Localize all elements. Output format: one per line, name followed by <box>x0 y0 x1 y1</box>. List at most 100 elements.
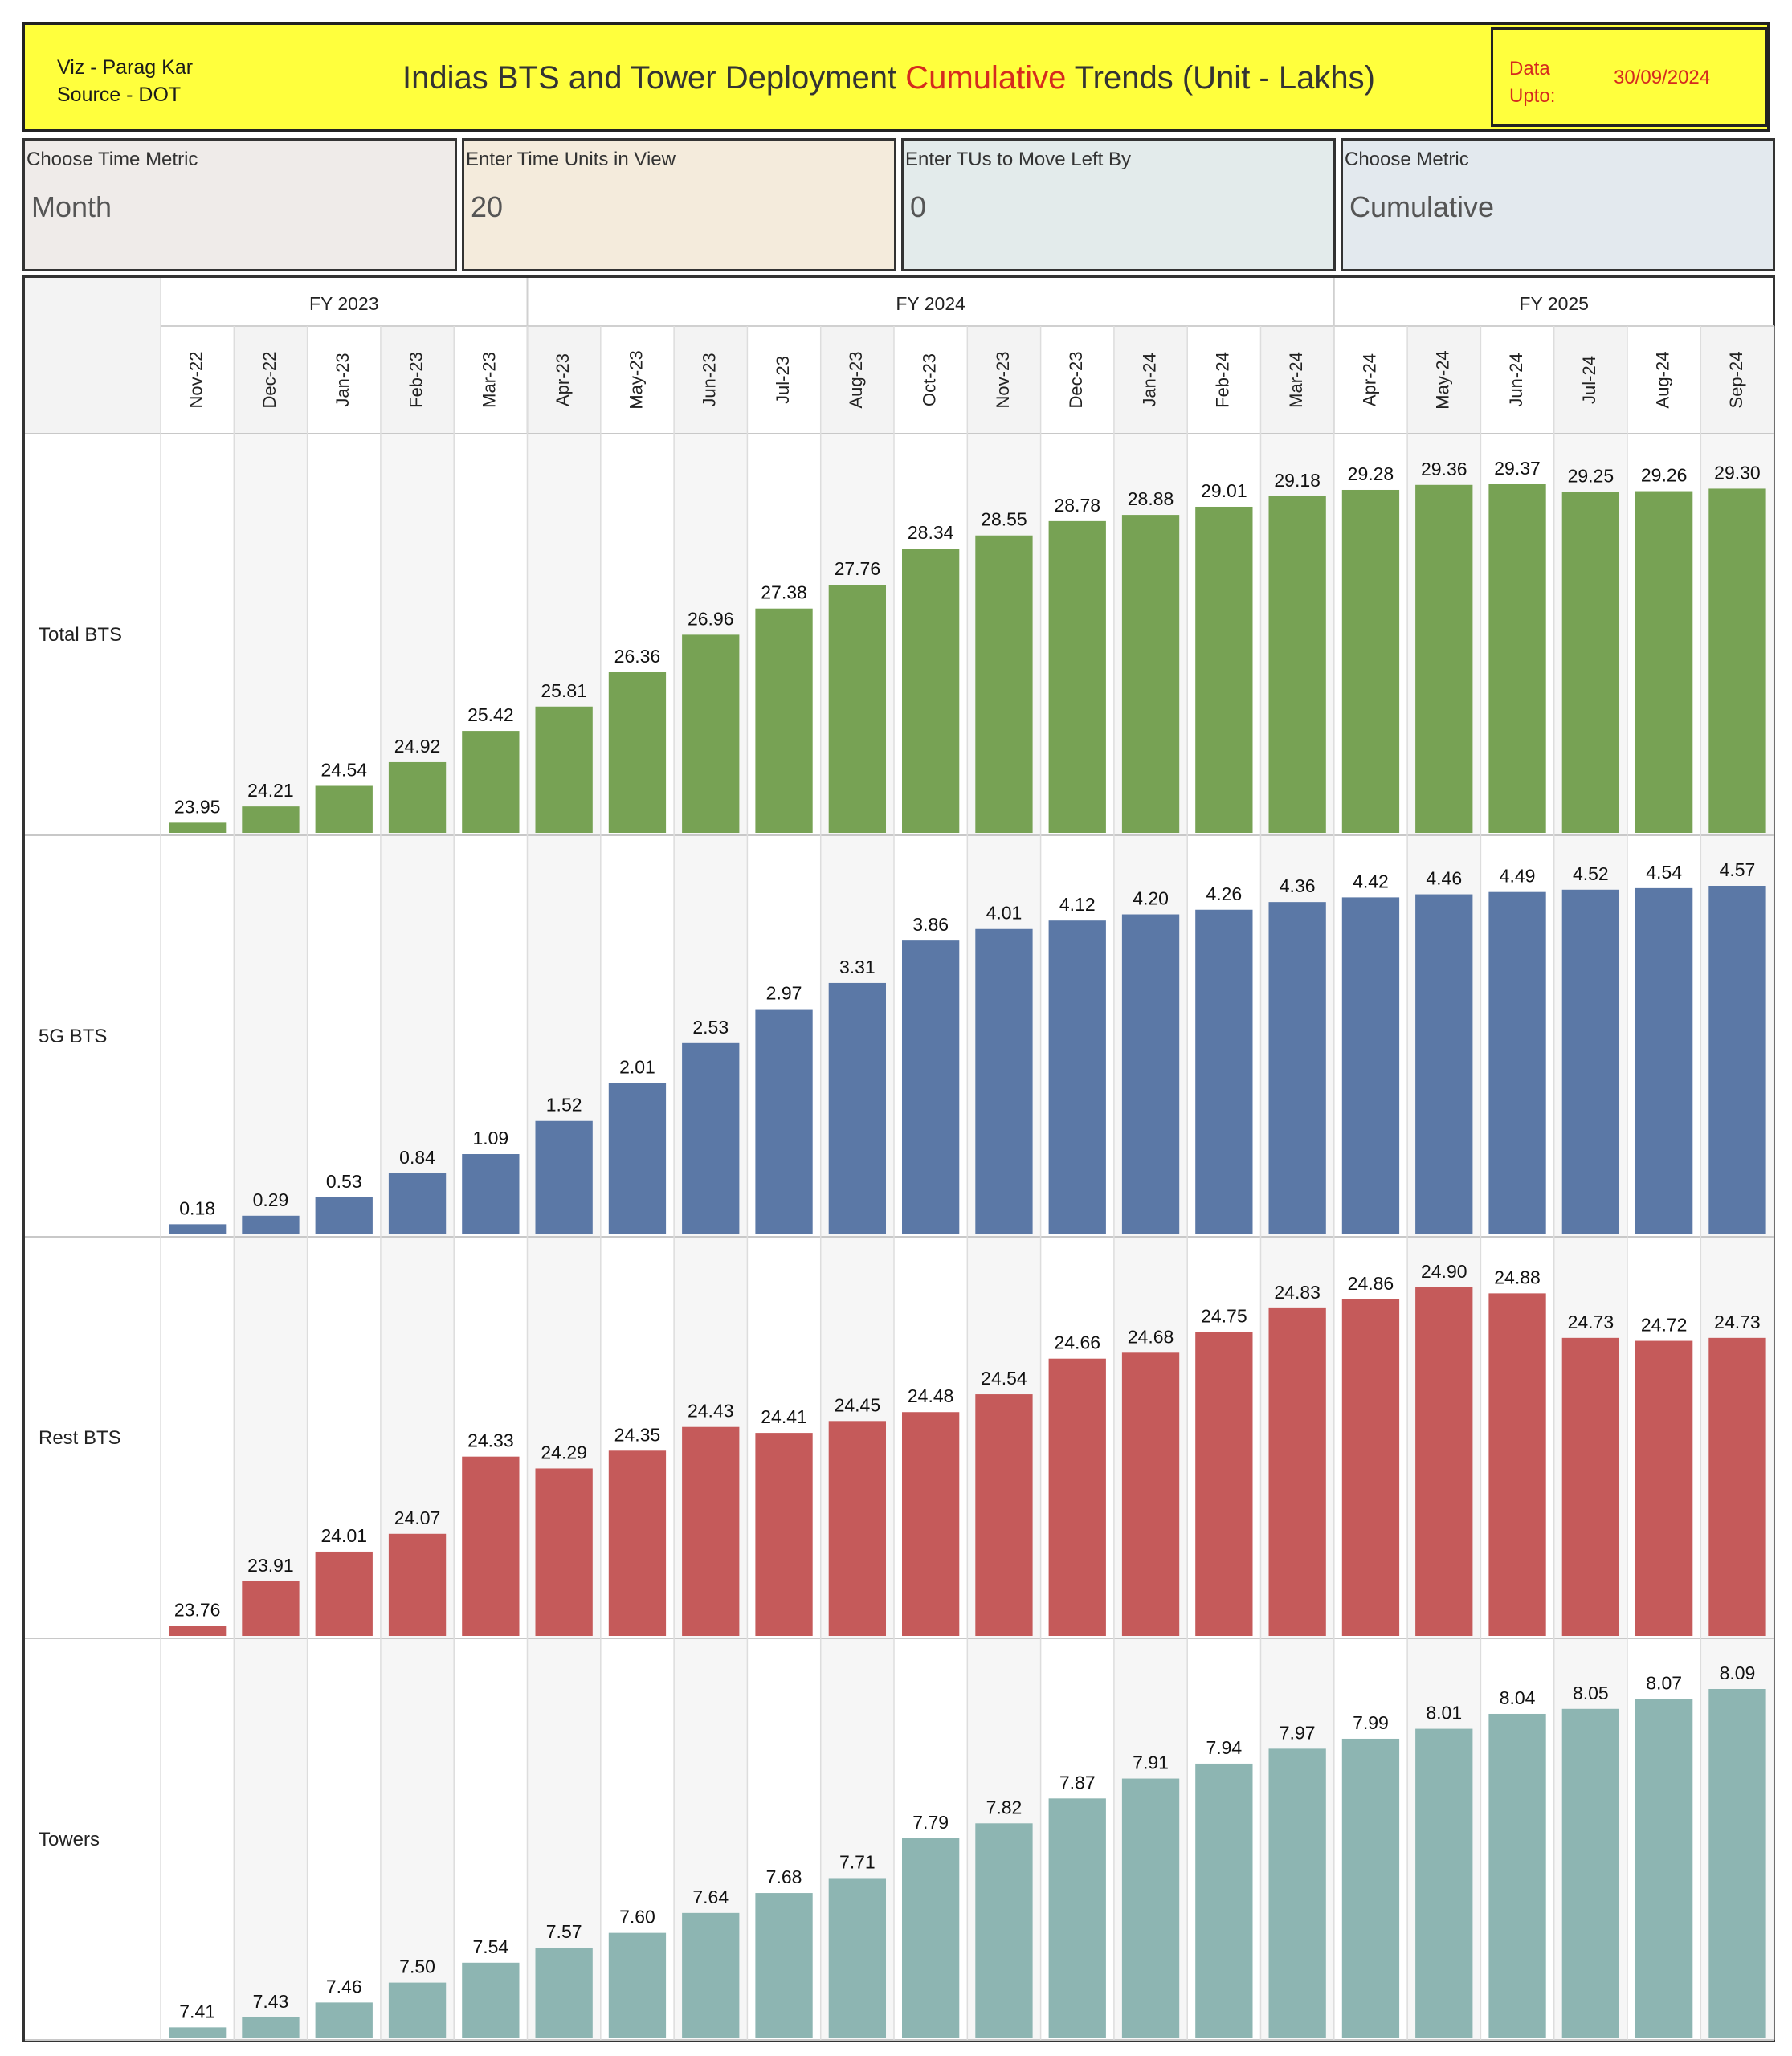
row-label: Total BTS <box>39 624 122 646</box>
bar <box>1561 889 1619 1234</box>
time-metric-value[interactable]: Month <box>31 190 112 223</box>
data-label: 24.01 <box>320 1525 367 1546</box>
data-label: 8.04 <box>1500 1687 1536 1708</box>
bar <box>902 1412 960 1636</box>
data-label: 29.28 <box>1348 463 1394 484</box>
move-left-label: Enter TUs to Move Left By <box>905 149 1132 170</box>
time-units-value[interactable]: 20 <box>471 190 504 223</box>
data-upto-box: Data Upto: 30/09/2024 <box>1491 27 1768 127</box>
bar <box>608 672 667 833</box>
metric-value[interactable]: Cumulative <box>1349 190 1495 223</box>
data-label: 4.49 <box>1500 866 1536 887</box>
fiscal-year-label: FY 2024 <box>896 293 965 314</box>
row-label: 5G BTS <box>39 1026 107 1047</box>
time-metric-selector[interactable]: Choose Time Metric Month <box>22 138 457 271</box>
bar <box>1561 1337 1619 1636</box>
data-upto-date: 30/09/2024 <box>1614 67 1711 88</box>
data-label: 29.36 <box>1421 459 1467 479</box>
bar <box>535 1468 593 1636</box>
data-label: 24.45 <box>835 1394 881 1415</box>
data-label: 7.99 <box>1353 1712 1389 1733</box>
bar <box>1048 1358 1106 1636</box>
bar <box>1635 1340 1693 1636</box>
data-label: 7.50 <box>399 1956 435 1977</box>
time-units-input[interactable]: Enter Time Units in View 20 <box>462 138 896 271</box>
move-left-value[interactable]: 0 <box>910 190 927 223</box>
bar <box>388 1173 447 1234</box>
data-label: 29.30 <box>1714 462 1761 483</box>
bar <box>1708 488 1766 833</box>
bar <box>682 1912 740 2038</box>
move-left-input[interactable]: Enter TUs to Move Left By 0 <box>901 138 1336 271</box>
data-label: 28.88 <box>1128 488 1174 509</box>
bar <box>1268 902 1326 1234</box>
data-label: 0.29 <box>253 1189 289 1210</box>
bar <box>975 928 1033 1234</box>
bar <box>169 822 227 833</box>
data-label: 7.79 <box>912 1812 949 1833</box>
data-label: 4.54 <box>1646 862 1682 883</box>
data-label: 7.64 <box>692 1887 729 1907</box>
bar <box>242 1581 300 1636</box>
data-label: 4.42 <box>1353 871 1389 891</box>
month-tick-label: Dec-22 <box>259 352 280 409</box>
column-band <box>967 326 1041 434</box>
month-tick-label: Nov-22 <box>186 352 206 409</box>
column-band <box>1700 326 1774 434</box>
bar <box>902 940 960 1234</box>
bar <box>1708 886 1766 1234</box>
bar <box>242 806 300 833</box>
data-label: 29.26 <box>1641 465 1688 486</box>
bar <box>1415 1287 1473 1636</box>
data-label: 23.76 <box>174 1599 221 1620</box>
data-label: 7.87 <box>1059 1772 1096 1793</box>
data-label: 24.07 <box>394 1507 441 1528</box>
bar <box>828 1421 886 1636</box>
bar <box>1488 484 1546 833</box>
bar <box>1268 496 1326 833</box>
bar <box>315 1197 373 1234</box>
data-label: 25.81 <box>541 680 587 701</box>
data-label: 24.92 <box>394 736 441 757</box>
bar <box>682 634 740 833</box>
month-tick-label: Feb-24 <box>1213 352 1233 408</box>
data-label: 24.83 <box>1274 1282 1321 1303</box>
time-metric-label: Choose Time Metric <box>27 149 198 170</box>
title-suffix: Trends (Unit - Lakhs) <box>1074 60 1375 96</box>
data-label: 23.95 <box>174 796 221 817</box>
bar <box>1195 506 1253 833</box>
data-upto-label-line2: Upto: <box>1509 85 1556 107</box>
data-label: 27.38 <box>761 582 807 603</box>
data-label: 24.54 <box>320 759 367 780</box>
data-label: 24.73 <box>1714 1312 1761 1332</box>
data-label: 26.36 <box>614 646 661 667</box>
fiscal-year-label: FY 2023 <box>309 293 379 314</box>
bar <box>1121 515 1180 833</box>
data-label: 24.88 <box>1494 1267 1541 1287</box>
data-label: 2.97 <box>766 983 802 1004</box>
bar <box>1268 1307 1326 1636</box>
data-label: 7.41 <box>179 2001 215 2021</box>
bar <box>1708 1689 1766 2038</box>
title-prefix: Indias BTS and Tower Deployment <box>402 60 897 96</box>
header-banner: Viz - Parag Kar Source - DOT Indias BTS … <box>22 22 1770 132</box>
month-tick-label: May-24 <box>1433 350 1453 409</box>
column-band <box>1407 326 1481 434</box>
bar <box>1121 1778 1180 2038</box>
bar <box>755 608 813 833</box>
data-label: 24.68 <box>1128 1326 1174 1347</box>
column-band <box>380 835 455 1237</box>
data-label: 24.75 <box>1201 1305 1247 1326</box>
bar <box>535 706 593 833</box>
bar <box>315 1551 373 1636</box>
bar <box>1268 1748 1326 2038</box>
data-label: 24.33 <box>467 1430 514 1451</box>
title-highlight: Cumulative <box>905 60 1067 96</box>
month-tick-label: Jan-23 <box>333 353 353 406</box>
month-tick-label: Oct-23 <box>919 353 939 406</box>
data-label: 8.01 <box>1426 1703 1462 1724</box>
bar <box>608 1450 667 1636</box>
data-label: 0.18 <box>179 1197 215 1218</box>
bar <box>1048 920 1106 1234</box>
metric-selector[interactable]: Choose Metric Cumulative <box>1341 138 1775 271</box>
